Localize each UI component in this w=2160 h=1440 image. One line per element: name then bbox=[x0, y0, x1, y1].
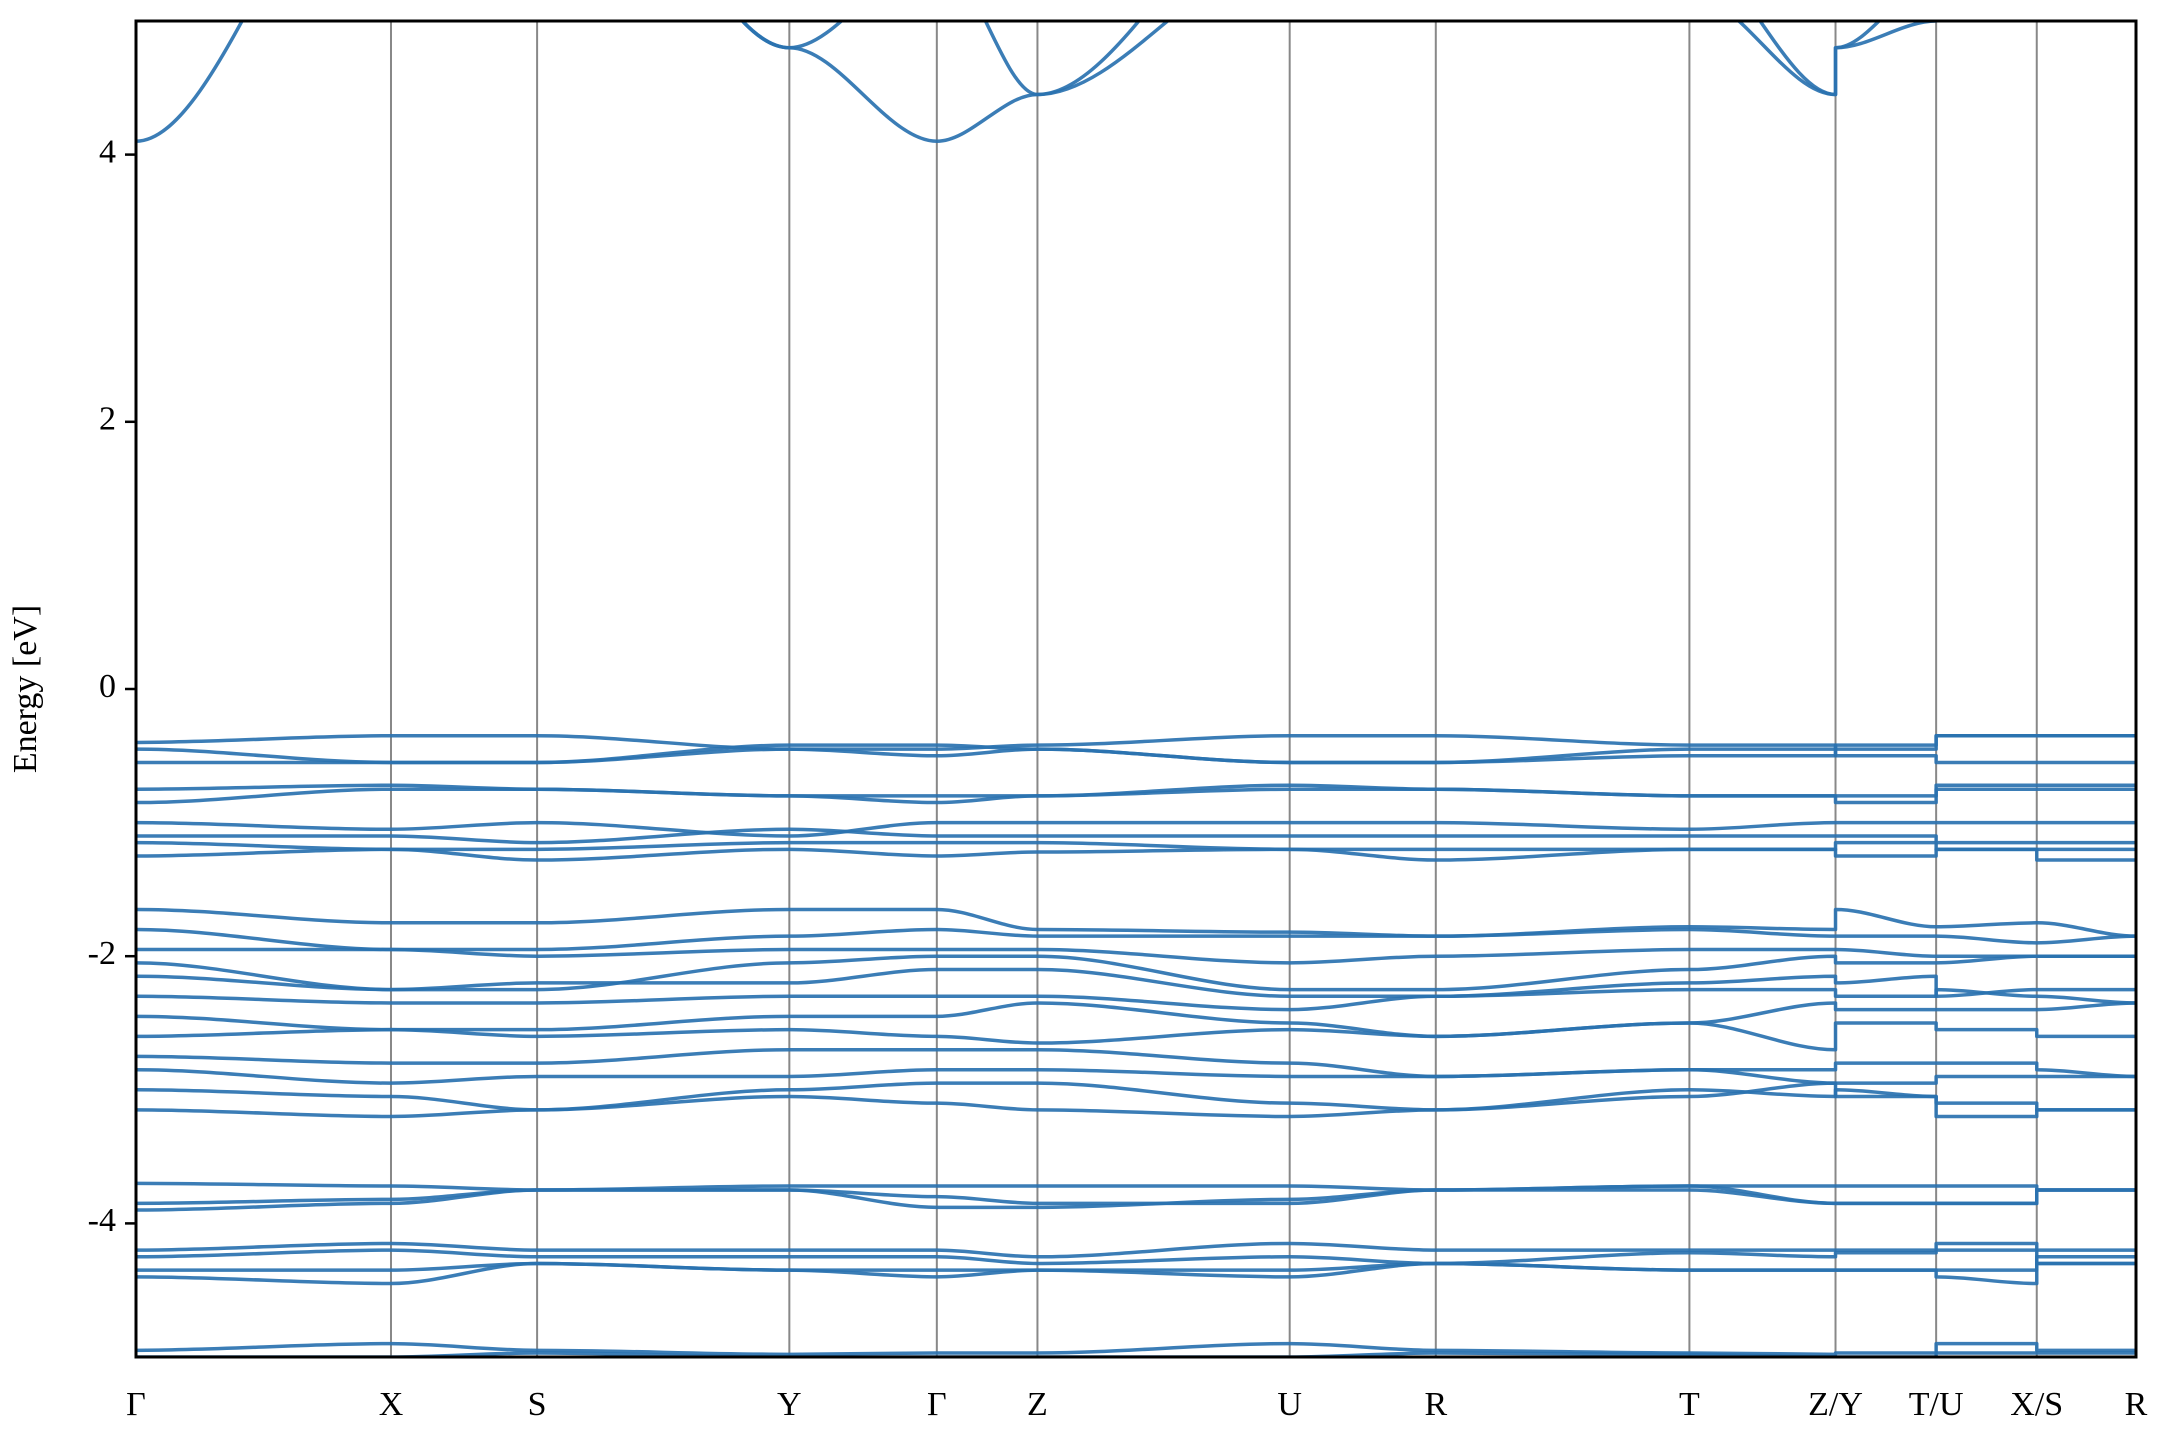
band-line bbox=[136, 954, 2136, 992]
band-line bbox=[136, 827, 2136, 845]
x-tick-label: T bbox=[1679, 1386, 1700, 1423]
x-tick-label: R bbox=[1424, 1386, 1447, 1423]
band-line bbox=[136, 787, 2136, 805]
band-line bbox=[136, 1068, 2136, 1085]
band-line bbox=[136, 1341, 2136, 1357]
band-line bbox=[136, 1021, 2136, 1052]
band-line bbox=[136, 734, 2136, 765]
band-line bbox=[136, 1081, 2136, 1119]
y-tick-label: -4 bbox=[88, 1202, 116, 1239]
band-line bbox=[136, 1001, 2136, 1039]
y-tick-label: 0 bbox=[99, 668, 116, 705]
y-tick-label: 4 bbox=[99, 133, 116, 170]
x-tick-label: X bbox=[379, 1386, 404, 1423]
x-tick-label: T/U bbox=[1909, 1386, 1964, 1423]
band-line bbox=[136, 1261, 2136, 1286]
band-line bbox=[136, 1188, 2136, 1212]
band-line bbox=[136, 987, 2136, 1012]
band-line bbox=[136, 1241, 2136, 1259]
grid-layer bbox=[135, 21, 2137, 1357]
band-line bbox=[740, 21, 1882, 97]
x-tick-label: Γ bbox=[126, 1386, 146, 1423]
band-line bbox=[136, 847, 2136, 862]
band-line bbox=[136, 21, 1938, 143]
band-line bbox=[136, 967, 2136, 999]
y-tick-label: -2 bbox=[88, 935, 116, 972]
x-tick-label: X/S bbox=[2010, 1386, 2063, 1423]
x-tick-label: Z bbox=[1027, 1386, 1048, 1423]
band-line bbox=[136, 1047, 2136, 1079]
band-line bbox=[136, 907, 2136, 938]
band-line bbox=[136, 820, 2136, 838]
x-tick-label: S bbox=[528, 1386, 547, 1423]
y-axis-label: Energy [eV] bbox=[7, 605, 44, 773]
band-line bbox=[136, 927, 2136, 952]
x-tick-label: Γ bbox=[927, 1386, 947, 1423]
band-line bbox=[136, 947, 2136, 965]
y-tick-label: 2 bbox=[99, 401, 116, 438]
band-line bbox=[136, 734, 2136, 751]
x-tick-label: Y bbox=[777, 1386, 802, 1423]
axes-layer: Γ X S Y Γ Z U R T Z/Y T/U X/S R -4 -2 0 2 4 bbox=[88, 133, 2148, 1422]
x-tick-label: Z/Y bbox=[1808, 1386, 1863, 1423]
band-line bbox=[136, 1248, 2136, 1266]
x-tick-label: U bbox=[1277, 1386, 1302, 1423]
x-tick-label: R bbox=[2125, 1386, 2148, 1423]
